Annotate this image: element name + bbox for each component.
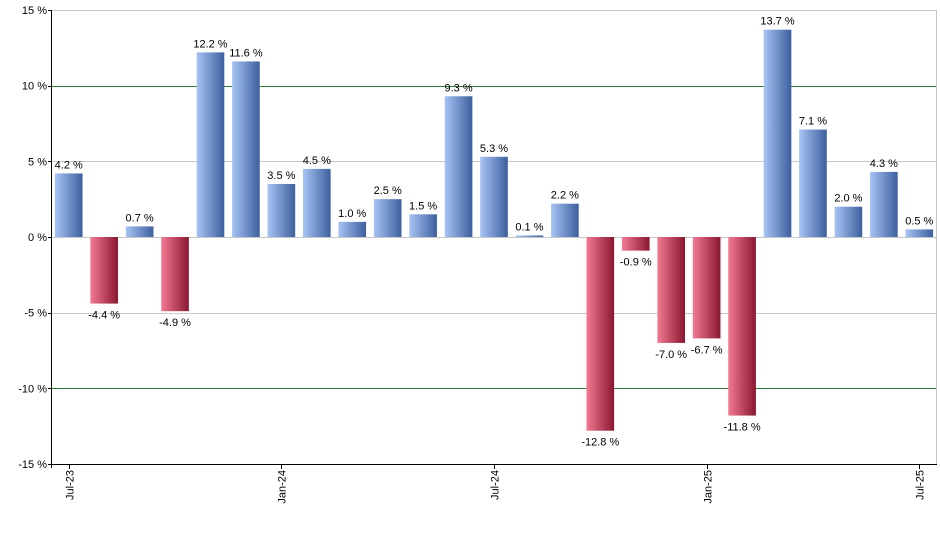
data-label: -0.9 % bbox=[620, 257, 652, 269]
bar bbox=[444, 96, 473, 237]
bar bbox=[515, 235, 544, 237]
bar bbox=[373, 199, 402, 237]
x-tick-label: Jul-24 bbox=[490, 470, 502, 500]
data-label: 7.1 % bbox=[799, 116, 827, 128]
data-label: -12.8 % bbox=[581, 437, 619, 449]
data-label: 0.7 % bbox=[126, 212, 154, 224]
data-label: -6.7 % bbox=[691, 344, 723, 356]
bar bbox=[54, 173, 83, 237]
bar bbox=[267, 184, 296, 237]
bar bbox=[586, 237, 615, 431]
x-tick-label: Jul-25 bbox=[915, 470, 927, 500]
data-label: 4.2 % bbox=[55, 159, 83, 171]
x-tick-label: Jul-23 bbox=[65, 470, 77, 500]
bars bbox=[54, 29, 934, 431]
bar bbox=[621, 237, 650, 251]
y-tick-label: 10 % bbox=[22, 81, 47, 93]
y-tick-label: 5 % bbox=[28, 156, 47, 168]
data-label: 3.5 % bbox=[267, 170, 295, 182]
data-label: -4.4 % bbox=[88, 310, 120, 322]
data-labels: 4.2 % -4.4 % 0.7 % -4.9 % 12.2 %11.6 % 3.5 % 4… bbox=[55, 16, 934, 449]
data-label: 12.2 % bbox=[193, 38, 227, 50]
data-label: 2.5 % bbox=[374, 185, 402, 197]
y-tick-label: 15 % bbox=[22, 5, 47, 17]
bar bbox=[90, 237, 118, 304]
data-label: 0.1 % bbox=[515, 221, 543, 233]
bar bbox=[551, 203, 579, 237]
bar bbox=[338, 221, 367, 237]
data-label: 1.5 % bbox=[409, 200, 437, 212]
data-label: -7.0 % bbox=[655, 349, 687, 361]
x-tick-label: Jan-25 bbox=[703, 470, 715, 504]
bar bbox=[799, 129, 827, 237]
bar bbox=[728, 237, 756, 416]
x-tick-label: Jan-24 bbox=[277, 470, 289, 504]
data-label: -11.8 % bbox=[724, 422, 761, 434]
data-label: 11.6 % bbox=[229, 47, 263, 59]
bar bbox=[302, 168, 331, 237]
bar bbox=[232, 61, 260, 237]
data-label: -4.9 % bbox=[159, 317, 191, 329]
data-label: 0.5 % bbox=[905, 215, 933, 227]
data-label: 4.5 % bbox=[303, 155, 331, 167]
data-label: 1.0 % bbox=[338, 208, 366, 220]
bar bbox=[196, 52, 225, 237]
bar bbox=[409, 214, 437, 237]
bar bbox=[905, 229, 934, 237]
y-tick-label: -5 % bbox=[24, 308, 47, 320]
data-label: 13.7 % bbox=[760, 16, 794, 28]
data-label: 2.0 % bbox=[834, 193, 862, 205]
bar bbox=[834, 206, 863, 237]
y-tick-label: -10 % bbox=[18, 383, 47, 395]
bar bbox=[480, 156, 508, 237]
data-label: 2.2 % bbox=[551, 190, 579, 202]
bar bbox=[657, 237, 686, 343]
bar bbox=[692, 237, 721, 339]
y-tick-label: -15 % bbox=[18, 459, 47, 471]
bar bbox=[125, 226, 154, 237]
axes: -15 % -10 % -5 % 0 % 5 % 10 % 15 % Jul-23 Jan-24… bbox=[18, 5, 937, 504]
bar bbox=[161, 237, 189, 312]
data-label: 9.3 % bbox=[444, 82, 472, 94]
data-label: 5.3 % bbox=[480, 143, 508, 155]
bar bbox=[763, 29, 792, 237]
y-tick-label: 0 % bbox=[28, 232, 47, 244]
bar bbox=[870, 171, 898, 237]
data-label: 4.3 % bbox=[870, 158, 898, 170]
